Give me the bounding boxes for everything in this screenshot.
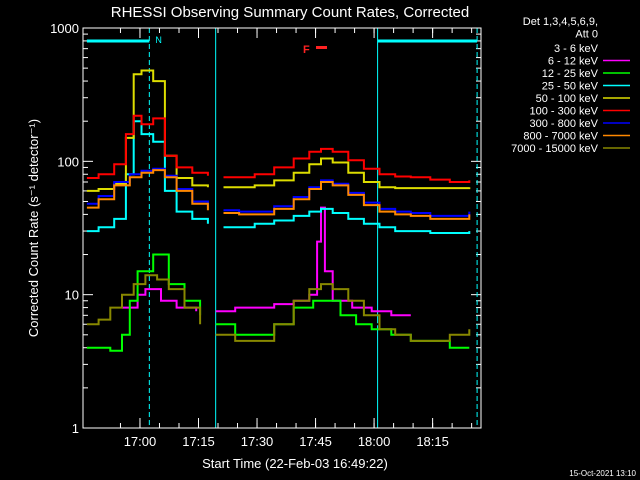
legend-header-line: Att 0 (575, 29, 598, 41)
chart-title: RHESSI Observing Summary Count Rates, Co… (111, 4, 469, 21)
series-line-50-100-keV (223, 157, 471, 190)
series-line-100-300-keV (86, 114, 209, 179)
flare-marker-label: F (303, 44, 310, 56)
x-tick-label: 17:15 (182, 434, 215, 449)
x-tick-label: 17:45 (299, 434, 332, 449)
y-tick-label: 1000 (50, 21, 79, 36)
series-line-7000-15000-keV (86, 274, 202, 326)
series-line-25-50-keV (86, 120, 209, 233)
flare-marker-bar (316, 46, 327, 49)
x-tick-label: 18:15 (416, 434, 449, 449)
night-marker-label: N (155, 35, 162, 45)
timestamp: 15-Oct-2021 13:10 (569, 469, 636, 478)
series-line-7000-15000-keV (215, 283, 471, 342)
series-line-800-7000-keV (223, 181, 471, 220)
legend-label: 300 - 800 keV (530, 118, 599, 130)
legend-label: 7000 - 15000 keV (511, 143, 599, 155)
plot-frame (82, 27, 482, 429)
y-tick-label: 1 (72, 421, 79, 436)
legend-label: 12 - 25 keV (542, 68, 599, 80)
legend-label: 3 - 6 keV (554, 43, 599, 55)
y-axis-label: Corrected Count Rate (s⁻¹ detector⁻¹) (26, 119, 41, 337)
legend-label: 800 - 7000 keV (523, 131, 598, 143)
series-line-800-7000-keV (86, 169, 209, 211)
series-line-25-50-keV (223, 207, 471, 234)
legend-label: 6 - 12 keV (548, 56, 599, 68)
series-line-6-12-keV (215, 206, 411, 317)
series-line-12-25-keV (86, 253, 202, 352)
series-line-3-6-keV (254, 314, 412, 335)
legend-header-line: Det 1,3,4,5,6,9, (523, 16, 598, 28)
y-tick-label: 10 (65, 288, 79, 303)
legend-label: 100 - 300 keV (530, 106, 599, 118)
plot-area: 1 10 100 1000 17:00 17:15 17:30 17:45 18:00 18:15… (50, 21, 481, 449)
legend-label: 50 - 100 keV (536, 93, 599, 105)
series-line-3-6-keV (122, 323, 169, 349)
series-line-100-300-keV (223, 147, 471, 183)
x-tick-label: 18:00 (358, 434, 391, 449)
legend-label: 25 - 50 keV (542, 81, 599, 93)
x-tick-label: 17:00 (124, 434, 157, 449)
x-tick-label: 17:30 (241, 434, 274, 449)
y-tick-label: 100 (57, 154, 79, 169)
x-axis-label: Start Time (22-Feb-03 16:49:22) (202, 456, 388, 471)
